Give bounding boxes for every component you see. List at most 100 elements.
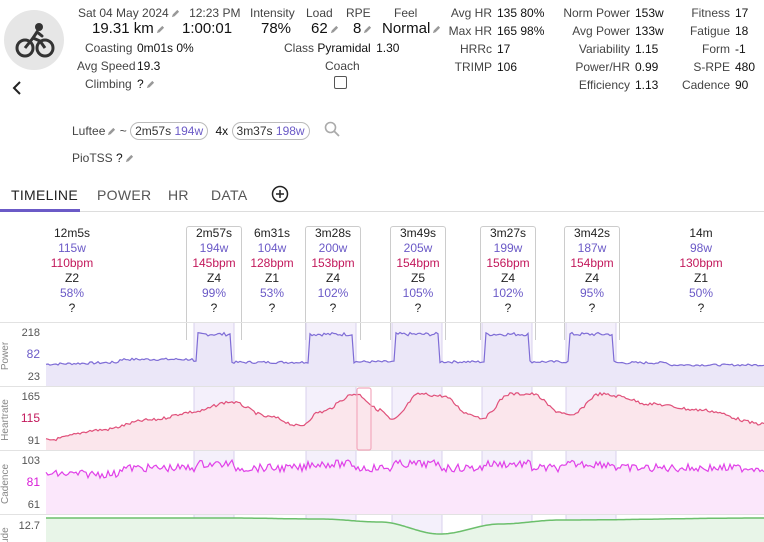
interval-pct: 99% xyxy=(201,286,227,300)
interval-z: Z4 xyxy=(500,271,515,285)
avg-speed-value: 19.3 xyxy=(137,59,161,73)
selection-cursor[interactable] xyxy=(356,387,372,451)
metric-value: 0.99 xyxy=(635,60,659,74)
interval-q: ? xyxy=(329,301,337,315)
metric-label: S-RPE xyxy=(693,60,730,74)
intervals-summary: 12m5s 115w 110bpm Z2 58%? 2m57s 194w 145bpm Z4 99… xyxy=(0,218,764,340)
interval-z: Z1 xyxy=(693,271,708,285)
interval-column[interactable]: 14m 98w 130bpm Z1 50%? xyxy=(671,226,731,316)
coasting-value: 0m01s 0% xyxy=(137,41,194,55)
interval-highlight[interactable] xyxy=(564,226,620,340)
activity-type-avatar[interactable] xyxy=(4,10,64,70)
metric-value: 480 xyxy=(735,60,756,74)
metric-value: 17 xyxy=(735,6,749,20)
climbing-label: Climbing xyxy=(85,77,132,91)
interval-highlight[interactable] xyxy=(480,226,536,340)
cadence-tick: 81 xyxy=(27,475,41,489)
hr-tick: 91 xyxy=(28,435,40,447)
luftee-chip-best[interactable]: 2m57s 194w xyxy=(130,122,209,140)
interval-column[interactable]: 2m57s 194w 145bpm Z4 99%? xyxy=(184,226,244,316)
interval-column[interactable]: 3m28s 200w 153bpm Z4 102%? xyxy=(303,226,363,316)
active-tab-indicator xyxy=(0,209,80,212)
metric-value: 165 98% xyxy=(497,24,545,38)
tab-hr[interactable]: HR xyxy=(168,187,189,203)
interval-bpm: 128bpm xyxy=(250,256,294,270)
tab-timeline[interactable]: TIMELINE xyxy=(11,187,78,203)
interval-highlight[interactable] xyxy=(390,226,446,340)
interval-column[interactable]: 3m27s 199w 156bpm Z4 102%? xyxy=(478,226,538,316)
altitude-area xyxy=(46,518,764,542)
interval-dur: 14m xyxy=(689,226,713,240)
interval-column[interactable]: 12m5s 115w 110bpm Z2 58%? xyxy=(42,226,102,316)
interval-z: Z4 xyxy=(584,271,599,285)
interval-w: 200w xyxy=(318,241,348,255)
interval-q: ? xyxy=(414,301,422,315)
interval-w: 104w xyxy=(257,241,287,255)
metric-label: TRIMP xyxy=(454,60,492,74)
feel-label: Feel xyxy=(394,6,418,20)
interval-bpm: 145bpm xyxy=(192,256,236,270)
search-icon[interactable] xyxy=(324,121,340,140)
tab-data[interactable]: DATA xyxy=(211,187,248,203)
metric-value: 135 80% xyxy=(497,6,545,20)
interval-column[interactable]: 6m31s 104w 128bpm Z1 53%? xyxy=(242,226,302,316)
edit-icon[interactable] xyxy=(171,9,180,18)
altitude-tick: 12.7 xyxy=(19,520,40,532)
timeline-chart[interactable]: 218 82 23 165 115 91 103 81 61 12.7 Power Heartrate… xyxy=(0,322,764,542)
add-tab-icon[interactable] xyxy=(271,185,289,206)
interval-q: ? xyxy=(210,301,218,315)
interval-z: Z5 xyxy=(410,271,425,285)
interval-column[interactable]: 3m42s 187w 154bpm Z4 95%? xyxy=(562,226,622,316)
interval-w: 199w xyxy=(493,241,523,255)
rpe-value[interactable]: 8 xyxy=(353,20,372,37)
power-tick: 23 xyxy=(28,371,40,383)
interval-pct: 105% xyxy=(402,286,434,300)
altitude-line xyxy=(46,517,764,535)
interval-dur: 2m57s xyxy=(195,226,233,240)
load-value[interactable]: 62 xyxy=(311,20,339,37)
cadence-tick: 103 xyxy=(22,455,40,467)
edit-icon[interactable] xyxy=(146,80,155,89)
metric-value: 17 xyxy=(497,42,511,56)
rpe-label: RPE xyxy=(346,6,371,20)
interval-z: Z1 xyxy=(264,271,279,285)
metric-label: Norm Power xyxy=(563,6,630,20)
interval-z: Z2 xyxy=(64,271,79,285)
tab-power[interactable]: POWER xyxy=(97,187,152,203)
metric-value: 1.15 xyxy=(635,42,659,56)
interval-highlight[interactable] xyxy=(186,226,242,340)
interval-bpm: 130bpm xyxy=(679,256,723,270)
interval-q: ? xyxy=(68,301,76,315)
metric-label: Efficiency xyxy=(578,78,630,92)
edit-icon[interactable] xyxy=(156,25,165,34)
metric-value: 1.13 xyxy=(635,78,659,92)
metric-label: Max HR xyxy=(448,24,492,38)
intensity-label: Intensity xyxy=(250,6,295,20)
interval-bpm: 153bpm xyxy=(311,256,355,270)
edit-icon[interactable] xyxy=(432,25,441,34)
stream-label: Heartrate xyxy=(0,399,11,441)
activity-date[interactable]: Sat 04 May 2024 12:23 PM xyxy=(78,6,241,20)
feel-value[interactable]: Normal xyxy=(382,20,441,37)
interval-bpm: 154bpm xyxy=(396,256,440,270)
cadence-line xyxy=(45,458,764,480)
interval-w: 187w xyxy=(577,241,607,255)
coach-checkbox[interactable] xyxy=(334,76,347,89)
interval-column[interactable]: 3m49s 205w 154bpm Z5 105%? xyxy=(388,226,448,316)
distance-value[interactable]: 19.31 km xyxy=(92,20,165,37)
cadence-tick: 61 xyxy=(28,499,40,511)
back-icon[interactable] xyxy=(10,80,24,99)
climbing-value[interactable]: ? xyxy=(137,77,155,91)
interval-bpm: 154bpm xyxy=(570,256,614,270)
luftee-chip-reps[interactable]: 3m37s 198w xyxy=(231,122,310,140)
hr-tick: 165 xyxy=(22,391,40,403)
cadence-area xyxy=(46,460,764,514)
interval-highlight[interactable] xyxy=(305,226,361,340)
interval-pct: 102% xyxy=(492,286,524,300)
edit-icon[interactable] xyxy=(330,25,339,34)
interval-dur: 3m42s xyxy=(573,226,611,240)
edit-icon[interactable] xyxy=(125,154,134,163)
edit-icon[interactable] xyxy=(107,127,116,136)
edit-icon[interactable] xyxy=(363,25,372,34)
metric-value: 133w xyxy=(635,24,664,38)
